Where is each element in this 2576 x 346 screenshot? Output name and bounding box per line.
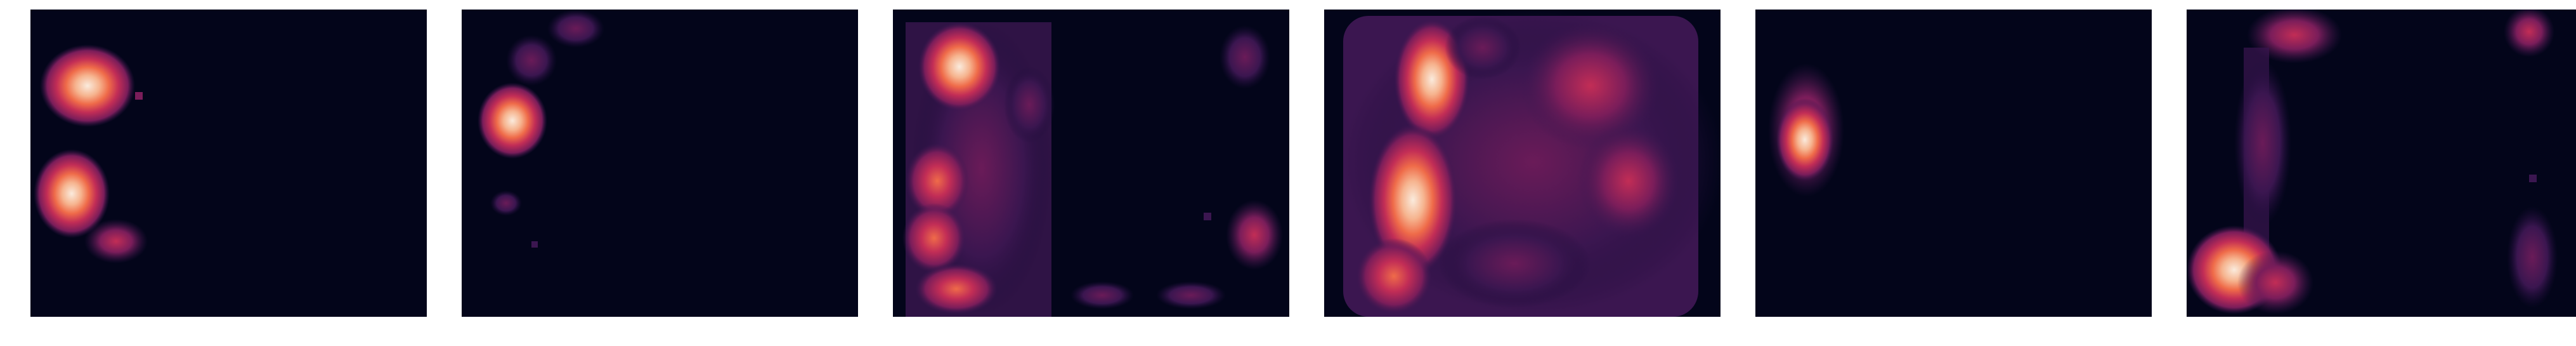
- heatmap-5: [1755, 10, 2152, 317]
- heatmap-2: [462, 10, 858, 317]
- heatmap-panel-5: [1755, 10, 2152, 317]
- heatmap-panel-6: [2187, 10, 2576, 317]
- heatmap-panel-2: [462, 10, 858, 317]
- heatmap-1: [30, 10, 427, 317]
- heatmap-6: [2187, 10, 2576, 317]
- heatmap-4: [1324, 10, 1721, 317]
- heatmap-panel-1: [30, 10, 427, 317]
- heatmap-panel-3: [893, 10, 1289, 317]
- heatmap-3: [893, 10, 1289, 317]
- heatmap-panel-4: [1324, 10, 1721, 317]
